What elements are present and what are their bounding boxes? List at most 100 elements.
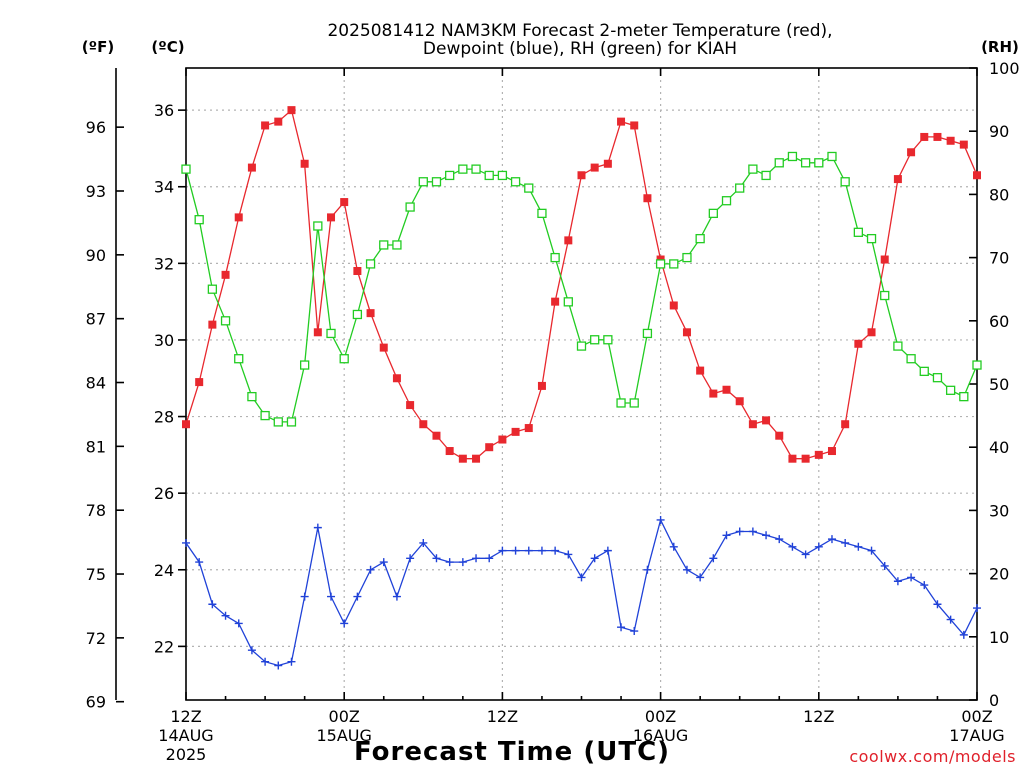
data-point [643, 565, 652, 574]
data-point [880, 255, 889, 264]
data-point [537, 208, 547, 219]
data-point [577, 171, 586, 180]
rh-tick-label: 100 [989, 59, 1020, 78]
x-tick-label: 00Z [961, 707, 992, 726]
data-point [920, 132, 929, 141]
data-point [775, 535, 784, 544]
data-point [814, 158, 824, 168]
data-point [286, 417, 297, 427]
data-point [458, 558, 467, 567]
data-point [392, 592, 401, 601]
data-point [643, 194, 652, 203]
data-point [669, 542, 678, 551]
data-point [353, 592, 362, 601]
data-point [748, 420, 757, 429]
source-credit: coolwx.com/models [849, 747, 1016, 766]
data-point [510, 177, 521, 187]
data-point [735, 397, 744, 406]
data-point [445, 558, 454, 567]
data-series [181, 106, 982, 670]
data-point [972, 360, 982, 370]
fahrenheit-tick-label: 93 [86, 182, 106, 201]
fahrenheit-tick-label: 78 [86, 501, 106, 520]
data-point [617, 117, 626, 126]
data-point [722, 531, 731, 540]
data-point [406, 401, 415, 410]
data-point [419, 420, 428, 429]
data-point [748, 164, 758, 174]
data-point [933, 600, 942, 609]
data-point [827, 447, 836, 456]
fahrenheit-tick-label: 84 [86, 374, 106, 393]
x-tick-date: 15AUG [316, 726, 371, 745]
data-point [669, 301, 678, 310]
data-point [287, 106, 296, 115]
data-point [959, 140, 968, 149]
data-point [352, 309, 363, 320]
rh-tick-label: 0 [989, 691, 999, 710]
data-point [800, 158, 811, 168]
data-point [840, 177, 850, 187]
data-point [182, 420, 190, 429]
data-point [564, 550, 573, 559]
data-point [181, 164, 191, 174]
data-point [735, 183, 745, 193]
data-point [551, 546, 560, 555]
data-point [551, 297, 560, 306]
x-tick-year: 2025 [166, 745, 207, 764]
fahrenheit-tick-label: 87 [86, 310, 106, 329]
rh-tick-label: 40 [989, 438, 1009, 457]
data-point [696, 573, 705, 582]
data-point [445, 447, 454, 456]
data-point [194, 215, 204, 225]
celsius-tick-label: 32 [154, 254, 174, 273]
data-point [313, 328, 322, 337]
data-point [498, 546, 507, 555]
fahrenheit-tick-label: 90 [86, 246, 106, 265]
data-point [907, 573, 916, 582]
data-point [682, 328, 691, 337]
data-point [260, 410, 270, 421]
data-point [365, 259, 376, 269]
data-point [498, 435, 507, 444]
data-point [642, 328, 653, 339]
series-dewpoint [182, 515, 981, 670]
data-point [432, 431, 441, 440]
data-point [946, 615, 955, 624]
data-point [590, 335, 600, 345]
data-point [946, 136, 955, 145]
data-point [669, 259, 679, 269]
rh-tick-label: 60 [989, 312, 1009, 331]
data-point [919, 366, 929, 377]
data-point [485, 443, 494, 452]
x-tick-date: 17AUG [949, 726, 1004, 745]
data-point [880, 290, 890, 301]
data-point [497, 170, 508, 181]
data-point [524, 183, 534, 193]
data-point [313, 523, 322, 532]
data-point [801, 454, 810, 463]
data-point [247, 646, 256, 655]
data-point [208, 320, 217, 329]
fahrenheit-tick-label: 96 [86, 118, 106, 137]
tick-labels: 22 24 26 28 30 32 34 36 69 72 75 78 81 84 87 90 93 96 0 10 2… [86, 59, 1020, 764]
rh-tick-label: 30 [989, 501, 1009, 520]
data-point [537, 546, 546, 555]
data-point [300, 159, 309, 168]
data-point [655, 259, 666, 269]
data-point [748, 527, 757, 536]
data-point [287, 657, 296, 666]
data-point [432, 554, 441, 563]
data-point [195, 378, 204, 387]
data-point [603, 546, 612, 555]
data-point [603, 159, 612, 168]
data-point [722, 385, 731, 394]
data-point [340, 198, 349, 207]
data-point [854, 339, 863, 348]
data-point [261, 657, 270, 666]
data-point [472, 454, 481, 463]
data-point [853, 227, 863, 237]
data-point [867, 328, 876, 337]
data-point [472, 554, 481, 563]
